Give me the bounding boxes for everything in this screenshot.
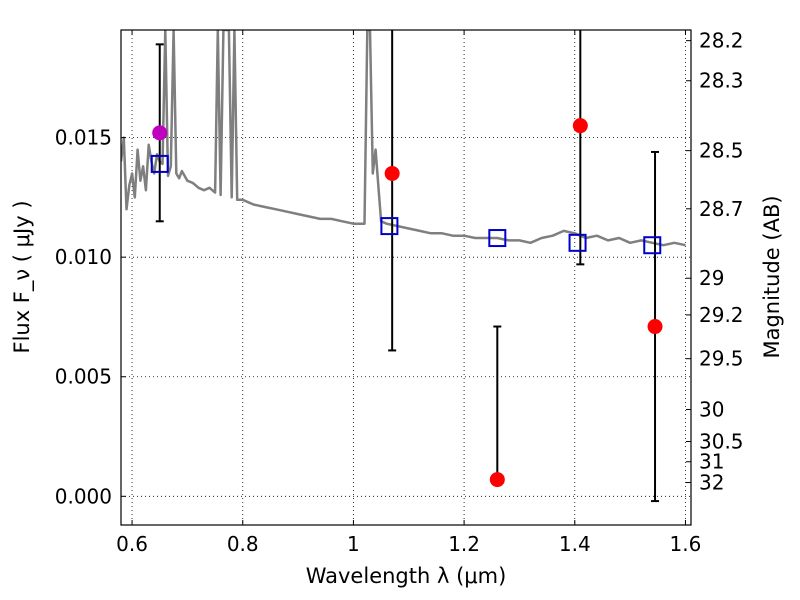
y-tick-label: 0.000 <box>55 484 112 508</box>
mag-tick-label: 28.7 <box>699 197 744 221</box>
mag-tick-label: 28.3 <box>699 69 744 93</box>
synthetic-flux-square <box>488 229 507 248</box>
y-tick-label: 0.015 <box>55 126 112 150</box>
mag-tick-label: 30.5 <box>699 430 744 454</box>
observed-flux-point <box>152 125 168 141</box>
observed-flux-point <box>647 319 663 335</box>
plot-background <box>121 30 691 525</box>
y-tick-label: 0.005 <box>55 365 112 389</box>
mag-tick-label: 28.5 <box>699 139 744 163</box>
mag-tick-label: 32 <box>699 471 724 495</box>
x-tick-label: 1.4 <box>559 532 591 556</box>
ticks: 0.6 0.8 1 1.2 1.4 1.6 0.000 0.005 0.010 0.015 28.2… <box>55 29 744 556</box>
mag-tick-label: 29 <box>699 266 724 290</box>
y-axis-right-label: Magnitude (AB) <box>760 195 784 358</box>
x-tick-label: 1.6 <box>670 532 702 556</box>
x-tick-label: 0.6 <box>116 532 148 556</box>
x-tick-label: 1.2 <box>448 532 480 556</box>
observed-flux-point <box>572 118 588 134</box>
observed-flux-point <box>384 165 400 181</box>
grid <box>121 30 691 525</box>
observed-flux-point <box>489 472 505 488</box>
mag-tick-label: 31 <box>699 450 724 474</box>
synthetic-flux-square <box>568 233 587 252</box>
mag-tick-label: 29.5 <box>699 347 744 371</box>
mag-tick-label: 28.2 <box>699 29 744 53</box>
y-tick-label: 0.010 <box>55 245 112 269</box>
marker-layer <box>150 118 663 488</box>
synthetic-flux-square <box>643 236 662 255</box>
y-axis-label: Flux F_ν ( μJy ) <box>10 200 35 353</box>
mag-tick-label: 29.2 <box>699 303 744 327</box>
x-tick-label: 0.8 <box>227 532 259 556</box>
synthetic-flux-square <box>380 217 399 236</box>
x-tick-label: 1 <box>347 532 360 556</box>
plot-frame <box>120 29 692 526</box>
mag-tick-label: 30 <box>699 397 724 421</box>
x-axis-label: Wavelength λ (μm) <box>306 564 507 588</box>
synthetic-flux-square <box>150 154 169 173</box>
